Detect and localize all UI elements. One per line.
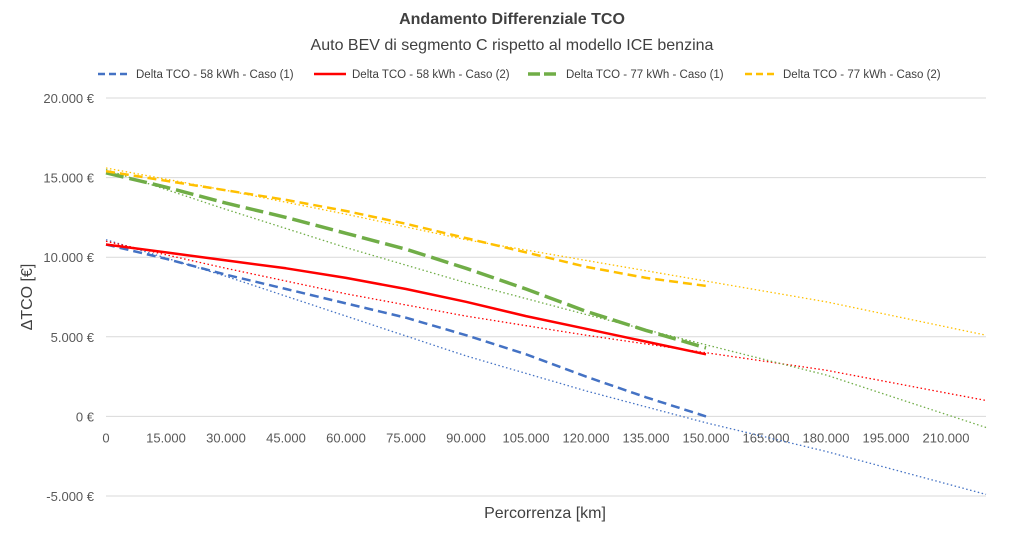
series-line-2 xyxy=(105,243,707,356)
x-tick-label: 0 xyxy=(102,430,109,445)
x-tick-label: 90.000 xyxy=(446,430,486,445)
trendline-4 xyxy=(105,167,987,336)
x-axis-ticks: 0 15.000 30.000 45.000 60.000 75.000 90.000 105… xyxy=(102,430,969,445)
y-axis-label: ΔTCO [€] xyxy=(19,264,36,331)
x-tick-label: 180.000 xyxy=(803,430,850,445)
x-tick-label: 60.000 xyxy=(326,430,366,445)
y-tick-label: 20.000 € xyxy=(43,91,94,106)
trendline-2 xyxy=(105,240,987,402)
series-line-1 xyxy=(105,243,707,418)
legend: Delta TCO - 58 kWh - Caso (1) Delta TCO -… xyxy=(98,69,941,81)
x-tick-label: 120.000 xyxy=(563,430,610,445)
trendline-1 xyxy=(105,239,987,496)
trendlines xyxy=(105,167,987,496)
legend-label: Delta TCO - 77 kWh - Caso (2) xyxy=(783,69,941,81)
legend-label: Delta TCO - 77 kWh - Caso (1) xyxy=(566,69,724,81)
x-tick-label: 135.000 xyxy=(623,430,670,445)
y-tick-label: 5.000 € xyxy=(51,330,95,345)
trendline-3 xyxy=(105,168,987,429)
gridlines xyxy=(106,97,986,497)
x-tick-label: 150.000 xyxy=(683,430,730,445)
x-tick-label: 195.000 xyxy=(863,430,910,445)
y-tick-label: -5.000 € xyxy=(46,489,94,504)
x-tick-label: 210.000 xyxy=(923,430,970,445)
x-tick-label: 45.000 xyxy=(266,430,306,445)
series-line-3 xyxy=(105,171,707,350)
series-line-4 xyxy=(105,169,707,288)
chart-subtitle: Auto BEV di segmento C rispetto al model… xyxy=(311,37,714,54)
y-tick-label: 0 € xyxy=(76,409,95,424)
y-tick-label: 15.000 € xyxy=(43,171,94,186)
legend-label: Delta TCO - 58 kWh - Caso (1) xyxy=(136,69,294,81)
chart-title: Andamento Differenziale TCO xyxy=(399,11,625,28)
y-tick-label: 10.000 € xyxy=(43,250,94,265)
series-lines xyxy=(105,169,707,418)
x-axis-label: Percorrenza [km] xyxy=(484,505,606,522)
legend-label: Delta TCO - 58 kWh - Caso (2) xyxy=(352,69,510,81)
x-tick-label: 15.000 xyxy=(146,430,186,445)
x-tick-label: 105.000 xyxy=(503,430,550,445)
y-axis-ticks: -5.000 € 0 € 5.000 € 10.000 € 15.000 € 20.000… xyxy=(43,91,94,504)
x-tick-label: 30.000 xyxy=(206,430,246,445)
x-tick-label: 75.000 xyxy=(386,430,426,445)
